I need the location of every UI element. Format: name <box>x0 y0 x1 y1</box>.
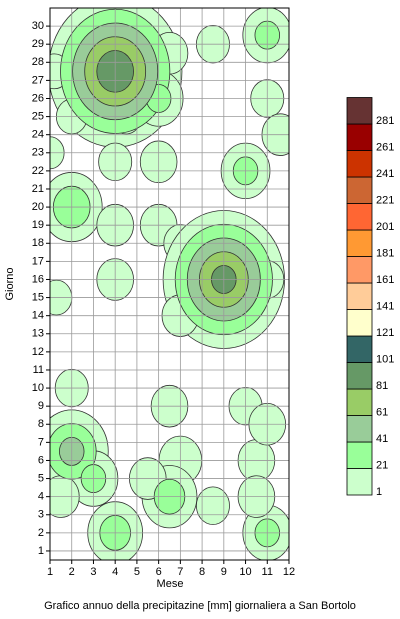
colorbar-box <box>346 468 373 496</box>
x-tick-label: 10 <box>239 566 251 578</box>
x-tick-label: 1 <box>47 566 53 578</box>
y-tick-label: 25 <box>32 110 44 122</box>
colorbar-label: 281 <box>376 115 394 127</box>
colorbar-label: 81 <box>376 380 388 392</box>
colorbar-box <box>346 282 373 310</box>
colorbar-label: 61 <box>376 406 388 418</box>
y-tick-label: 24 <box>32 129 44 141</box>
colorbar-box <box>346 97 373 125</box>
plot-frame <box>49 7 290 561</box>
y-tick-label: 29 <box>32 38 44 50</box>
y-tick-label: 17 <box>32 255 44 267</box>
y-tick-label: 6 <box>38 454 44 466</box>
y-tick-label: 19 <box>32 219 44 231</box>
y-tick-label: 30 <box>32 20 44 32</box>
x-tick-label: 11 <box>262 566 273 578</box>
contour-region <box>195 486 230 525</box>
y-tick-label: 21 <box>32 183 44 195</box>
y-tick-label: 3 <box>38 509 44 521</box>
colorbar-label: 101 <box>376 353 394 365</box>
x-tick-label: 2 <box>69 566 75 578</box>
x-tick-label: 5 <box>134 566 140 578</box>
y-tick-label: 26 <box>32 92 44 104</box>
colorbar-box <box>346 256 373 284</box>
colorbar-box <box>346 203 373 231</box>
y-tick-label: 11 <box>33 364 44 376</box>
colorbar-label: 141 <box>376 300 394 312</box>
y-tick-label: 12 <box>32 346 44 358</box>
colorbar-label: 261 <box>376 141 394 153</box>
colorbar-label: 41 <box>376 433 388 445</box>
colorbar-label: 21 <box>376 459 388 471</box>
y-tick-label: 7 <box>38 436 44 448</box>
x-tick-label: 7 <box>177 566 183 578</box>
x-tick-label: 9 <box>221 566 227 578</box>
grid: 1 2 3 4 5 6 7 8 9 10 11 121234567891011121314151617… <box>32 8 295 578</box>
contour-area <box>50 8 289 560</box>
y-tick-label: 23 <box>32 147 44 159</box>
x-tick-label: 4 <box>112 566 118 578</box>
colorbar-box <box>346 362 373 390</box>
y-tick-label: 20 <box>32 201 44 213</box>
y-tick-label: 28 <box>32 56 44 68</box>
x-tick-label: 12 <box>283 566 295 578</box>
y-tick-label: 10 <box>32 382 44 394</box>
chart-title: Grafico annuo della precipitazine [mm] g… <box>44 600 356 612</box>
y-tick-label: 16 <box>32 273 44 285</box>
colorbar-box <box>346 388 373 416</box>
y-tick-label: 8 <box>38 418 44 430</box>
colorbar-box <box>346 176 373 204</box>
colorbar-box <box>346 335 373 363</box>
colorbar-label: 181 <box>376 247 394 259</box>
y-tick-label: 4 <box>38 491 44 503</box>
y-tick-label: 22 <box>32 165 44 177</box>
colorbar-label: 201 <box>376 221 394 233</box>
y-tick-label: 1 <box>38 545 44 557</box>
y-tick-label: 14 <box>32 310 44 322</box>
colorbar-box <box>346 229 373 257</box>
y-tick-label: 27 <box>32 74 44 86</box>
colorbar-box <box>346 309 373 337</box>
x-axis-label: Mese <box>157 578 184 590</box>
colorbar-box <box>346 415 373 443</box>
colorbar-box <box>346 150 373 178</box>
y-tick-label: 5 <box>38 472 44 484</box>
y-axis-label: Giorno <box>4 267 16 300</box>
y-tick-label: 2 <box>38 527 44 539</box>
colorbar-label: 221 <box>376 194 394 206</box>
colorbar-label: 241 <box>376 168 394 180</box>
colorbar-label: 161 <box>376 274 394 286</box>
y-tick-label: 9 <box>38 400 44 412</box>
x-tick-label: 8 <box>199 566 205 578</box>
colorbar-box <box>346 123 373 151</box>
y-tick-label: 18 <box>32 237 44 249</box>
colorbar-label: 1 <box>376 486 382 498</box>
x-tick-label: 3 <box>90 566 96 578</box>
y-tick-label: 13 <box>32 328 44 340</box>
y-tick-label: 15 <box>32 291 44 303</box>
colorbar-label: 121 <box>376 327 394 339</box>
colorbar-box <box>346 441 373 469</box>
x-tick-label: 6 <box>156 566 162 578</box>
